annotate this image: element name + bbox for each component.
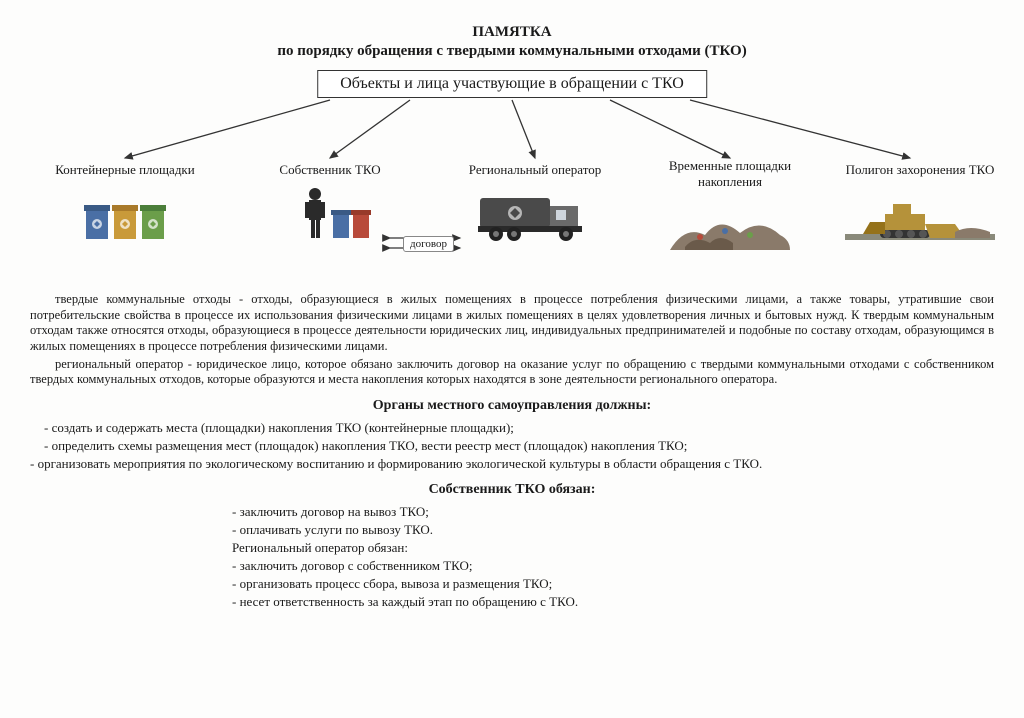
- contract-label: договор: [403, 236, 454, 252]
- section2-item: - организовать процесс сбора, вывоза и р…: [232, 576, 792, 592]
- flow-diagram: Объекты и лица участвующие в обращении с…: [30, 70, 994, 280]
- paragraph-2: региональный оператор - юридическое лицо…: [30, 357, 994, 388]
- section2-item: - несет ответственность за каждый этап п…: [232, 594, 792, 610]
- section2-item: Региональный оператор обязан:: [232, 540, 792, 556]
- section1-item: - создать и содержать места (площадки) н…: [44, 420, 994, 436]
- bulldozer-icon: [845, 184, 995, 244]
- section1-head: Органы местного самоуправления должны:: [30, 398, 994, 414]
- section2-item: - заключить договор с собственником ТКО;: [232, 558, 792, 574]
- section1-item: - организовать мероприятия по экологичес…: [30, 456, 994, 472]
- node-temp-storage: Временные площадки накопления: [655, 158, 805, 255]
- node-label: Полигон захоронения ТКО: [845, 162, 995, 178]
- truck-icon: [460, 184, 610, 244]
- doc-title: ПАМЯТКА: [30, 24, 994, 41]
- doc-subtitle: по порядку обращения с твердыми коммунал…: [30, 43, 994, 60]
- node-label: Временные площадки накопления: [655, 158, 805, 189]
- section2-item: - оплачивать услуги по вывозу ТКО.: [232, 522, 792, 538]
- node-label: Контейнерные площадки: [50, 162, 200, 178]
- node-landfill: Полигон захоронения ТКО: [845, 162, 995, 244]
- section1-item: - определить схемы размещения мест (площ…: [44, 438, 994, 454]
- node-operator: Региональный оператор: [460, 162, 610, 244]
- section2-item: - заключить договор на вывоз ТКО;: [232, 504, 792, 520]
- diagram-top-box: Объекты и лица участвующие в обращении с…: [317, 70, 707, 98]
- containers-icon: [50, 184, 200, 244]
- node-owner: Собственник ТКО: [255, 162, 405, 244]
- node-containers: Контейнерные площадки: [50, 162, 200, 244]
- paragraph-1: твердые коммунальные отходы - отходы, об…: [30, 292, 994, 355]
- owner-icon: [255, 184, 405, 244]
- node-label: Региональный оператор: [460, 162, 610, 178]
- section2-head: Собственник ТКО обязан:: [30, 482, 994, 498]
- pile-icon: [655, 195, 805, 255]
- node-label: Собственник ТКО: [255, 162, 405, 178]
